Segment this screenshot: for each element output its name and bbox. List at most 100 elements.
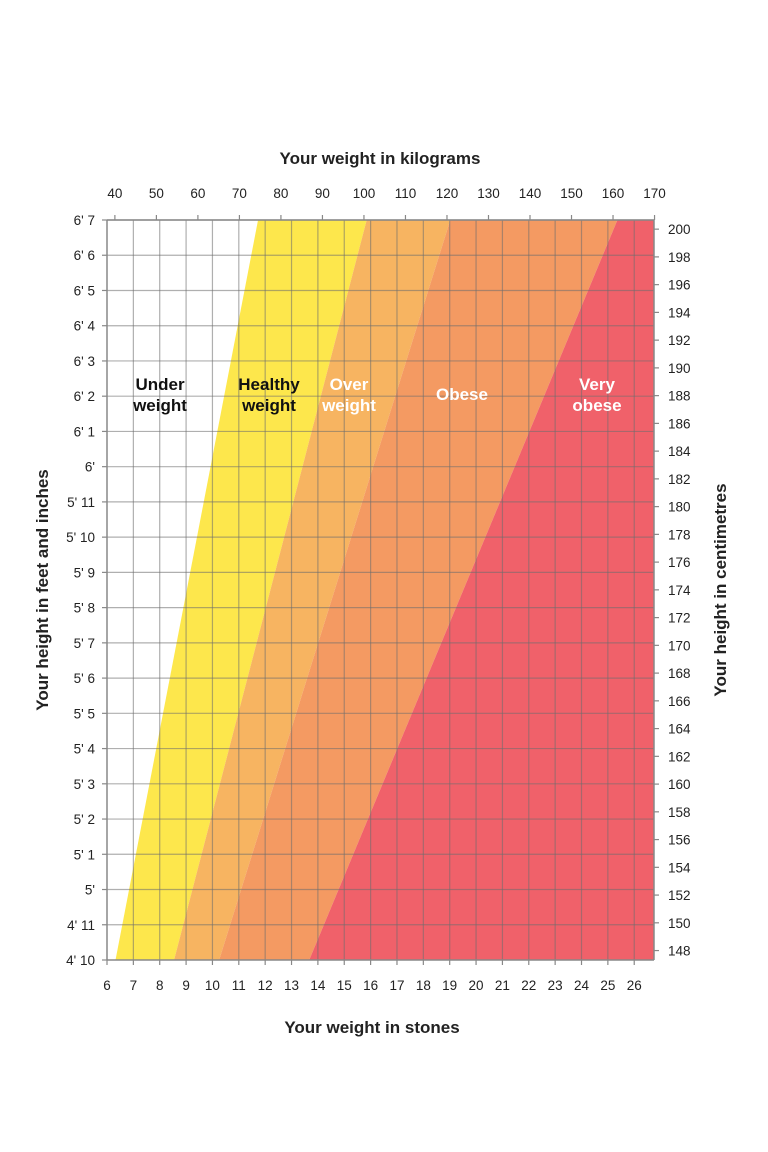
height-tick-label: 6' 7 bbox=[74, 213, 95, 228]
stone-tick-label: 15 bbox=[337, 978, 352, 993]
band-label-line: Under bbox=[135, 375, 185, 394]
cm-tick-label: 148 bbox=[668, 944, 691, 959]
band-label: Over weight bbox=[321, 375, 376, 415]
height-tick-label: 5' 1 bbox=[74, 847, 95, 862]
cm-tick-label: 188 bbox=[668, 389, 691, 404]
height-tick-label: 5' bbox=[85, 883, 95, 898]
cm-tick-label: 162 bbox=[668, 749, 691, 764]
kg-tick-label: 90 bbox=[315, 186, 330, 201]
top-axis-title: Your weight in kilograms bbox=[280, 149, 481, 168]
cm-tick-label: 182 bbox=[668, 472, 691, 487]
band-label-line: obese bbox=[572, 396, 621, 415]
stone-tick-label: 19 bbox=[442, 978, 457, 993]
cm-tick-label: 196 bbox=[668, 278, 691, 293]
cm-tick-label: 178 bbox=[668, 527, 691, 542]
kg-tick-label: 40 bbox=[107, 186, 122, 201]
kg-tick-label: 150 bbox=[560, 186, 583, 201]
band-label: Very obese bbox=[572, 375, 621, 415]
stone-tick-label: 8 bbox=[156, 978, 164, 993]
height-tick-label: 6' 2 bbox=[74, 389, 95, 404]
cm-tick-label: 166 bbox=[668, 694, 691, 709]
band-1 bbox=[115, 220, 367, 960]
cm-tick-label: 190 bbox=[668, 361, 691, 376]
cm-tick-label: 198 bbox=[668, 250, 691, 265]
stone-tick-label: 18 bbox=[416, 978, 431, 993]
height-tick-label: 5' 4 bbox=[74, 742, 96, 757]
cm-tick-label: 158 bbox=[668, 805, 691, 820]
band-label-line: weight bbox=[132, 396, 187, 415]
cm-tick-label: 168 bbox=[668, 666, 691, 681]
stone-tick-label: 10 bbox=[205, 978, 220, 993]
kg-tick-label: 130 bbox=[477, 186, 500, 201]
stone-tick-label: 11 bbox=[232, 978, 246, 993]
stone-tick-label: 9 bbox=[182, 978, 190, 993]
cm-tick-label: 180 bbox=[668, 500, 691, 515]
band-label-line: Obese bbox=[436, 385, 488, 404]
cm-tick-label: 156 bbox=[668, 833, 691, 848]
stone-tick-label: 12 bbox=[258, 978, 273, 993]
cm-tick-label: 176 bbox=[668, 555, 691, 570]
height-tick-label: 5' 11 bbox=[67, 495, 95, 510]
bottom-axis-title: Your weight in stones bbox=[284, 1018, 459, 1037]
height-tick-label: 5' 6 bbox=[74, 671, 95, 686]
cm-tick-label: 200 bbox=[668, 222, 691, 237]
cm-tick-label: 150 bbox=[668, 916, 691, 931]
height-tick-label: 5' 9 bbox=[74, 565, 95, 580]
kg-tick-label: 60 bbox=[190, 186, 205, 201]
stone-tick-label: 23 bbox=[548, 978, 563, 993]
kg-tick-label: 110 bbox=[395, 186, 417, 201]
kg-tick-label: 80 bbox=[273, 186, 288, 201]
cm-tick-label: 186 bbox=[668, 416, 691, 431]
height-tick-label: 4' 11 bbox=[67, 918, 95, 933]
band-label-line: weight bbox=[321, 396, 376, 415]
stone-tick-label: 26 bbox=[627, 978, 642, 993]
cm-tick-label: 154 bbox=[668, 860, 691, 875]
band-4 bbox=[309, 220, 654, 960]
kg-tick-label: 50 bbox=[149, 186, 164, 201]
kg-tick-label: 160 bbox=[602, 186, 625, 201]
height-tick-label: 5' 7 bbox=[74, 636, 95, 651]
cm-tick-label: 172 bbox=[668, 611, 691, 626]
cm-tick-label: 174 bbox=[668, 583, 691, 598]
height-tick-label: 5' 10 bbox=[66, 530, 95, 545]
height-tick-label: 6' 5 bbox=[74, 283, 95, 298]
band-3 bbox=[219, 220, 618, 960]
kg-tick-label: 70 bbox=[232, 186, 247, 201]
cm-tick-label: 194 bbox=[668, 305, 691, 320]
height-tick-label: 6' 4 bbox=[74, 319, 96, 334]
kg-tick-label: 140 bbox=[519, 186, 542, 201]
cm-tick-label: 170 bbox=[668, 638, 691, 653]
cm-tick-label: 192 bbox=[668, 333, 691, 348]
height-tick-label: 6' 6 bbox=[74, 248, 95, 263]
band-0 bbox=[107, 220, 259, 960]
band-label-line: weight bbox=[241, 396, 296, 415]
band-label-line: Healthy bbox=[238, 375, 300, 394]
cm-tick-label: 184 bbox=[668, 444, 691, 459]
stone-tick-label: 13 bbox=[284, 978, 299, 993]
left-axis-title: Your height in feet and inches bbox=[33, 469, 52, 711]
height-tick-label: 5' 2 bbox=[74, 812, 95, 827]
band-2 bbox=[174, 220, 451, 960]
stone-tick-label: 16 bbox=[363, 978, 378, 993]
kg-tick-label: 170 bbox=[643, 186, 666, 201]
cm-tick-label: 160 bbox=[668, 777, 691, 792]
kg-tick-label: 100 bbox=[353, 186, 376, 201]
height-tick-label: 5' 3 bbox=[74, 777, 95, 792]
band-label: Obese bbox=[436, 385, 488, 404]
height-tick-label: 4' 10 bbox=[66, 953, 95, 968]
height-tick-label: 6' 1 bbox=[74, 424, 95, 439]
stone-tick-label: 17 bbox=[389, 978, 404, 993]
cm-tick-label: 152 bbox=[668, 888, 691, 903]
stone-tick-label: 24 bbox=[574, 978, 590, 993]
cm-tick-label: 164 bbox=[668, 722, 691, 737]
height-tick-label: 6' 3 bbox=[74, 354, 95, 369]
height-tick-label: 5' 5 bbox=[74, 706, 95, 721]
stone-tick-label: 14 bbox=[310, 978, 326, 993]
height-tick-label: 5' 8 bbox=[74, 601, 95, 616]
stone-tick-label: 6 bbox=[103, 978, 111, 993]
height-tick-label: 6' bbox=[85, 460, 95, 475]
band-label-line: Over bbox=[330, 375, 369, 394]
band-label-line: Very bbox=[579, 375, 615, 394]
stone-tick-label: 7 bbox=[130, 978, 138, 993]
